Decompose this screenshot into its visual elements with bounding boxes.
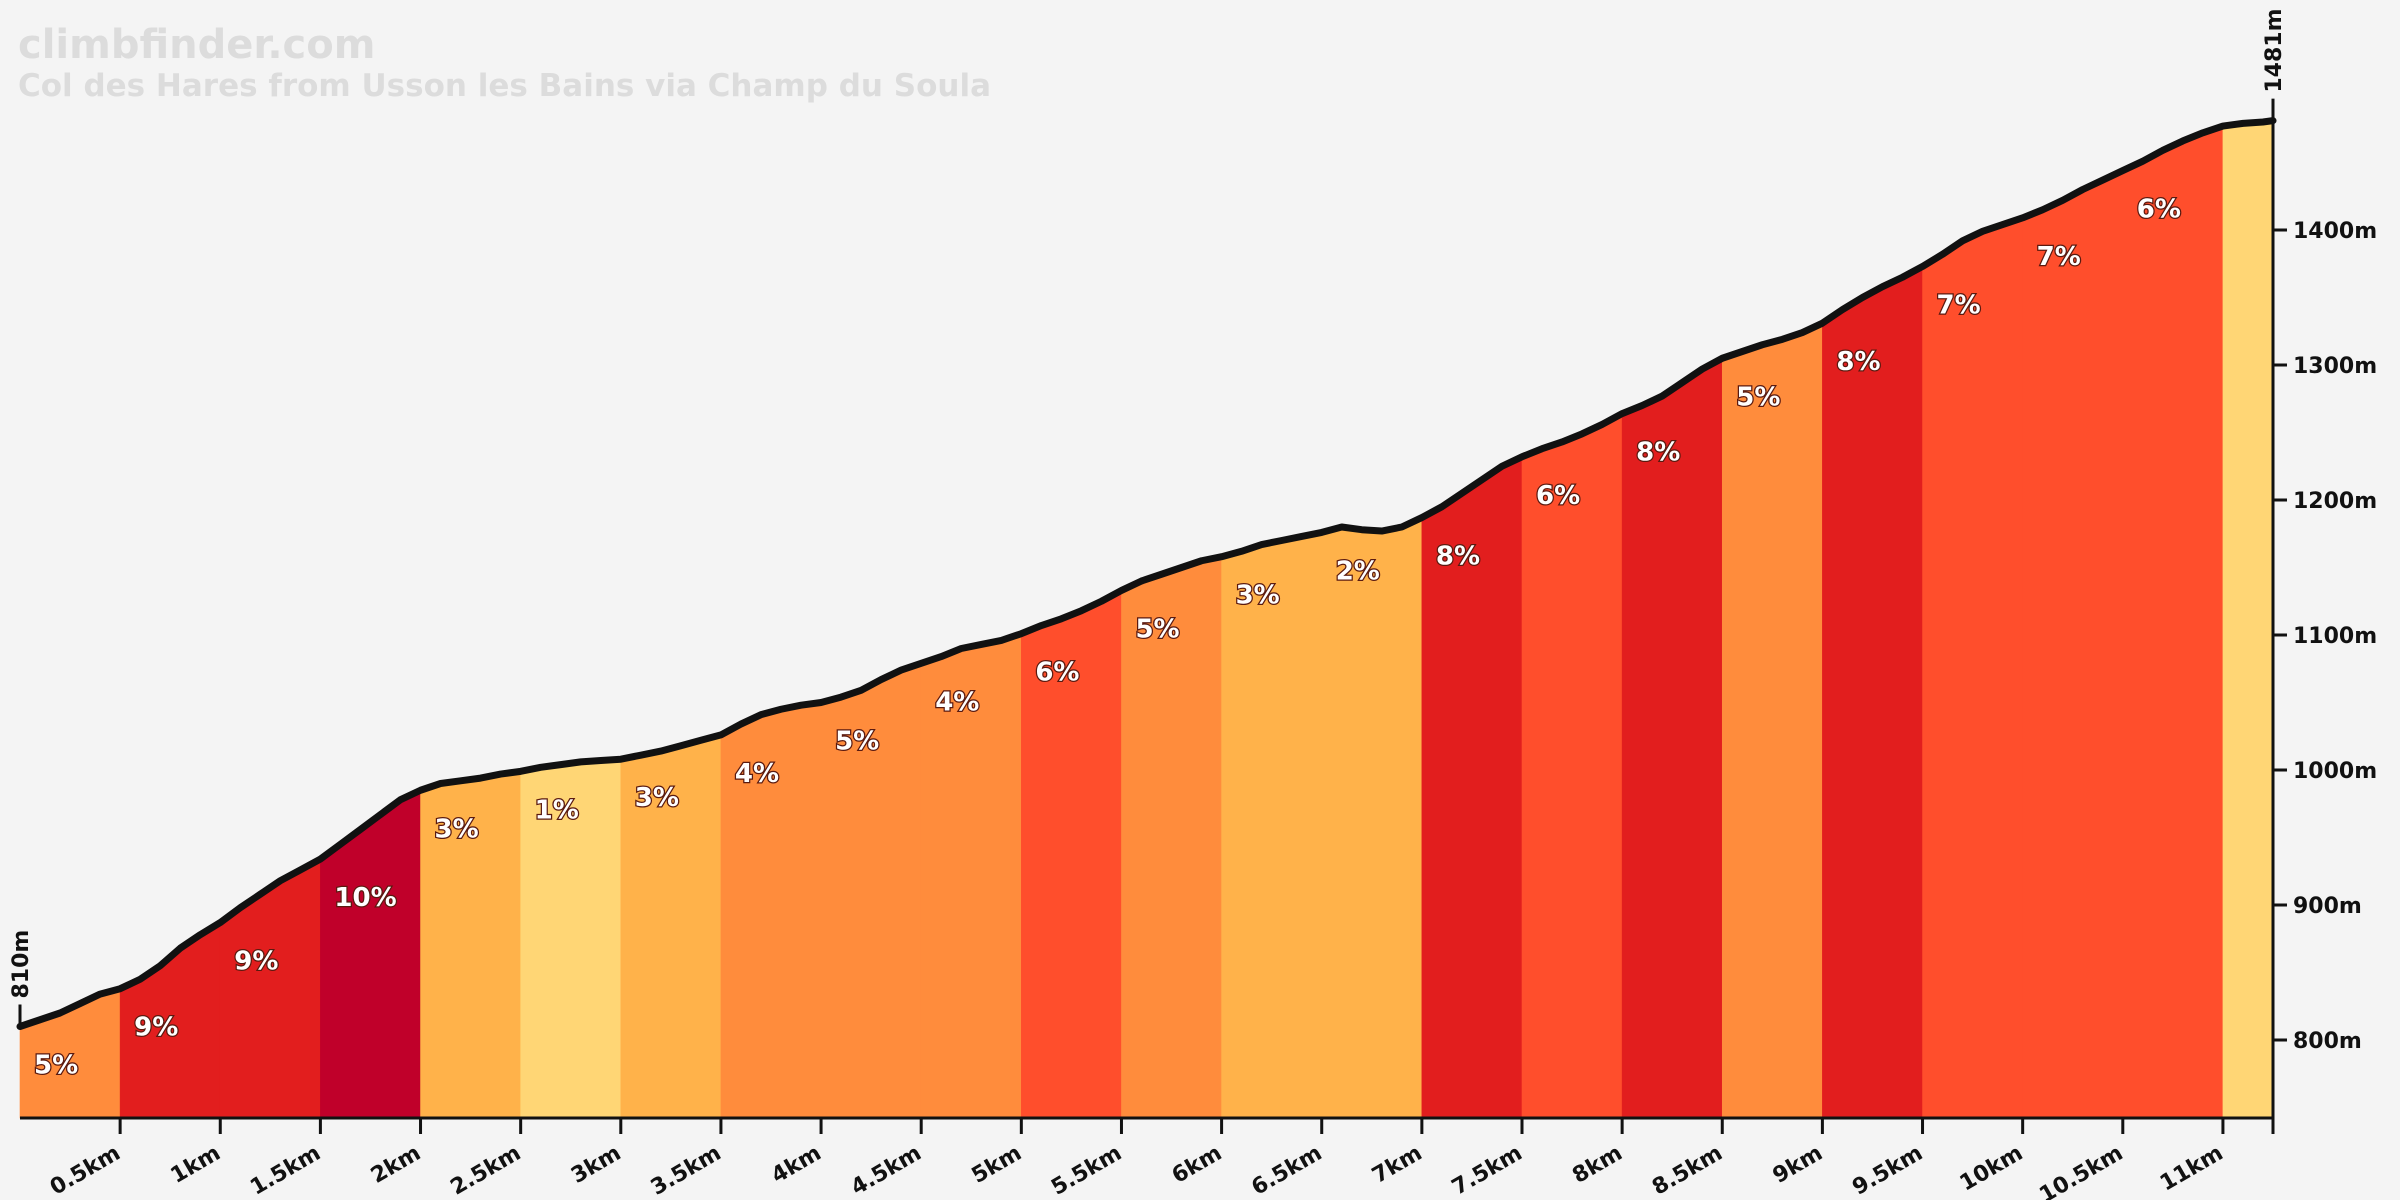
x-tick-label-9: 5km — [968, 1141, 1026, 1189]
grade-segment-17 — [1721, 322, 1823, 1119]
x-tick-label-18: 9.5km — [1848, 1141, 1927, 1200]
grade-label-3: 10% — [334, 883, 396, 913]
x-tick-label-19: 10km — [1956, 1141, 2028, 1197]
grade-segment-22 — [2222, 120, 2274, 1119]
grade-label-10: 6% — [1035, 658, 1079, 688]
grade-segment-18 — [1822, 265, 1923, 1119]
grade-label-13: 2% — [1336, 556, 1380, 586]
grade-label-6: 3% — [635, 783, 679, 813]
grade-segment-21 — [2122, 125, 2224, 1119]
x-tick-label-10: 5.5km — [1047, 1141, 1126, 1200]
grade-segment-2 — [219, 858, 321, 1119]
grade-label-2: 9% — [234, 947, 278, 977]
x-tick-label-12: 6.5km — [1248, 1141, 1327, 1200]
x-tick-label-21: 11km — [2156, 1141, 2228, 1197]
x-tick-label-16: 8.5km — [1648, 1141, 1727, 1200]
x-tick-label-2: 1.5km — [246, 1141, 325, 1200]
grade-segment-16 — [1621, 357, 1723, 1119]
end-elevation-label: 1481m — [2262, 8, 2287, 92]
grade-label-7: 4% — [735, 759, 779, 789]
grade-label-21: 6% — [2137, 195, 2181, 225]
grade-label-4: 3% — [435, 814, 479, 844]
y-tick-label-6: 1400m — [2293, 219, 2377, 244]
grade-label-12: 3% — [1236, 581, 1280, 611]
y-tick-label-5: 1300m — [2293, 354, 2377, 379]
y-tick-label-4: 1200m — [2293, 489, 2377, 514]
brand-label: climbfinder.com — [18, 22, 375, 68]
x-tick-label-8: 4.5km — [847, 1141, 926, 1200]
grade-label-17: 5% — [1736, 382, 1780, 412]
grade-segment-13 — [1321, 517, 1423, 1119]
grade-labels: 5% 9% 9% 10% 3% 1% 3% 4% 5% 4% 6% 5% 3% 2% 8% 6% 8% 5% 8% 7… — [33, 193, 2182, 1081]
x-tick-label-7: 4km — [767, 1141, 825, 1189]
grade-segment-3 — [320, 789, 421, 1119]
chart-title: Col des Hares from Usson les Bains via C… — [18, 68, 991, 104]
grade-label-11: 5% — [1135, 614, 1179, 644]
y-tick-label-1: 900m — [2293, 894, 2362, 919]
grade-label-5: 1% — [535, 795, 579, 825]
x-tick-label-15: 8km — [1568, 1141, 1626, 1189]
x-tick-label-14: 7.5km — [1448, 1141, 1527, 1200]
x-tick-label-4: 2.5km — [446, 1141, 525, 1200]
profile-line — [16, 117, 2277, 1030]
y-tick-label-3: 1100m — [2293, 624, 2377, 649]
grade-segment-12 — [1221, 532, 1323, 1119]
grade-segments — [19, 120, 2274, 1119]
start-elevation-label: 810m — [9, 930, 34, 999]
x-tick-label-20: 10.5km — [2035, 1141, 2127, 1200]
profile-layer — [16, 117, 2277, 1030]
y-tick-label-2: 1000m — [2293, 759, 2377, 784]
grade-label-18: 8% — [1836, 347, 1880, 377]
x-tick-label-17: 9km — [1769, 1141, 1827, 1189]
grade-segment-15 — [1521, 413, 1623, 1119]
x-tick-label-3: 2km — [367, 1141, 425, 1189]
x-tick-label-13: 7km — [1368, 1141, 1426, 1189]
grade-segment-20 — [2022, 170, 2124, 1119]
x-tick-label-6: 3.5km — [647, 1141, 726, 1200]
y-tick-label-0: 800m — [2293, 1029, 2362, 1054]
grade-label-8: 5% — [835, 727, 879, 757]
grade-label-15: 6% — [1536, 481, 1580, 511]
grade-label-16: 8% — [1636, 438, 1680, 468]
grade-label-19: 7% — [1937, 290, 1981, 320]
x-tick-label-1: 1km — [167, 1141, 225, 1189]
grade-segment-19 — [1922, 217, 2023, 1119]
grade-label-20: 7% — [2037, 242, 2081, 272]
grade-label-0: 5% — [34, 1051, 78, 1081]
grade-label-9: 4% — [935, 687, 979, 717]
grade-label-1: 9% — [134, 1013, 178, 1043]
x-tick-label-0: 0.5km — [46, 1141, 125, 1200]
x-tick-label-11: 6km — [1168, 1141, 1226, 1189]
grade-label-14: 8% — [1436, 542, 1480, 572]
x-tick-label-5: 3km — [567, 1141, 625, 1189]
